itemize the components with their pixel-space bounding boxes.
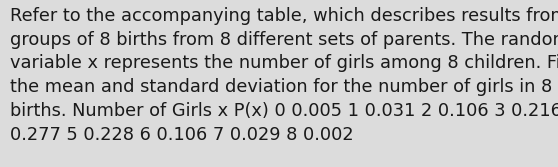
Text: Refer to the accompanying table, which describes results from
groups of 8 births: Refer to the accompanying table, which d… [10, 7, 558, 144]
